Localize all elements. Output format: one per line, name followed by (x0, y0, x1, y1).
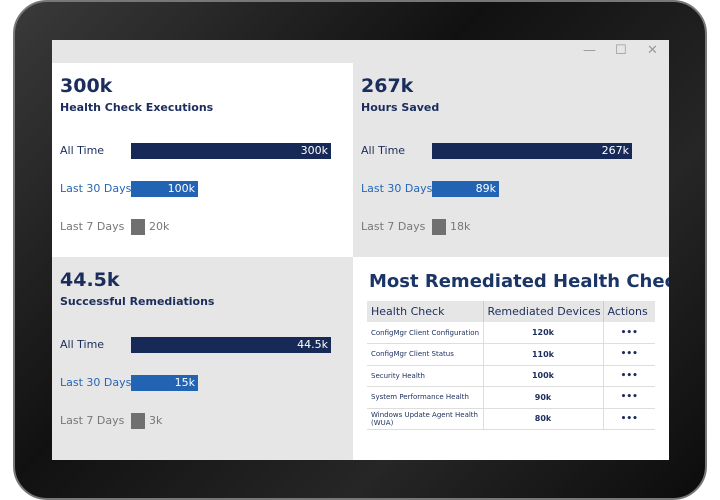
card-title: Successful Remediations (60, 295, 215, 308)
table-row: System Performance Health 90k ••• (367, 386, 655, 409)
column-header-actions: Actions (603, 301, 655, 322)
table-row: ConfigMgr Client Status 110k ••• (367, 343, 655, 366)
label-last-7: Last 7 Days (60, 414, 125, 427)
label-all-time: All Time (60, 144, 105, 157)
health-check-name: ConfigMgr Client Configuration (367, 322, 484, 344)
title-bar: — ☐ ✕ (52, 40, 669, 63)
label-last-30: Last 30 Days (60, 182, 132, 195)
remediated-devices: 100k (483, 365, 604, 387)
table-title: Most Remediated Health Checks (369, 271, 669, 292)
most-remediated-panel: Most Remediated Health Checks Health Che… (353, 257, 669, 460)
table-row: Windows Update Agent Health (WUA) 80k ••… (367, 408, 655, 430)
remediated-devices: 120k (483, 322, 604, 344)
bar-last-7 (432, 219, 446, 235)
label-all-time: All Time (60, 338, 105, 351)
card-value: 267k (361, 75, 414, 97)
actions-menu-button[interactable]: ••• (603, 386, 655, 409)
bar-last-30: 89k (432, 181, 499, 197)
health-check-name: ConfigMgr Client Status (367, 343, 484, 366)
label-last-7: Last 7 Days (361, 220, 426, 233)
bar-last-30: 15k (131, 375, 198, 391)
value-last-7: 20k (149, 220, 170, 233)
bar-last-7 (131, 219, 145, 235)
column-header-health-check[interactable]: Health Check (367, 301, 484, 322)
bar-all-time: 44.5k (131, 337, 331, 353)
card-title: Health Check Executions (60, 101, 214, 114)
card-value: 44.5k (60, 269, 120, 291)
actions-menu-button[interactable]: ••• (603, 365, 655, 387)
remediated-devices: 110k (483, 343, 604, 366)
label-last-30: Last 30 Days (60, 376, 132, 389)
health-check-name: Security Health (367, 365, 484, 387)
health-check-name: Windows Update Agent Health (WUA) (367, 408, 484, 430)
bar-last-7 (131, 413, 145, 429)
bar-last-30: 100k (131, 181, 198, 197)
label-last-30: Last 30 Days (361, 182, 433, 195)
actions-menu-button[interactable]: ••• (603, 408, 655, 430)
label-last-7: Last 7 Days (60, 220, 125, 233)
bar-all-time: 267k (432, 143, 632, 159)
maximize-button[interactable]: ☐ (615, 43, 627, 58)
value-last-7: 3k (149, 414, 163, 427)
card-title: Hours Saved (361, 101, 440, 114)
health-checks-table: Health Check Remediated Devices Actions … (367, 301, 655, 430)
actions-menu-button[interactable]: ••• (603, 322, 655, 344)
card-health-check-executions: 300k Health Check Executions All Time 300k… (52, 63, 353, 257)
card-hours-saved: 267k Hours Saved All Time 267k Last 30 Days… (353, 63, 669, 257)
remediated-devices: 90k (483, 386, 604, 409)
minimize-button[interactable]: — (583, 43, 596, 58)
remediated-devices: 80k (483, 408, 604, 430)
app-window: — ☐ ✕ 300k Health Check Executions All Ti… (52, 40, 669, 460)
close-button[interactable]: ✕ (647, 43, 658, 58)
health-check-name: System Performance Health (367, 386, 484, 409)
table-row: ConfigMgr Client Configuration 120k ••• (367, 322, 655, 344)
actions-menu-button[interactable]: ••• (603, 343, 655, 366)
value-last-7: 18k (450, 220, 471, 233)
column-header-remediated-devices[interactable]: Remediated Devices (483, 301, 604, 322)
label-all-time: All Time (361, 144, 406, 157)
card-successful-remediations: 44.5k Successful Remediations All Time 44.… (52, 257, 353, 460)
table-row: Security Health 100k ••• (367, 365, 655, 387)
card-value: 300k (60, 75, 113, 97)
bar-all-time: 300k (131, 143, 331, 159)
